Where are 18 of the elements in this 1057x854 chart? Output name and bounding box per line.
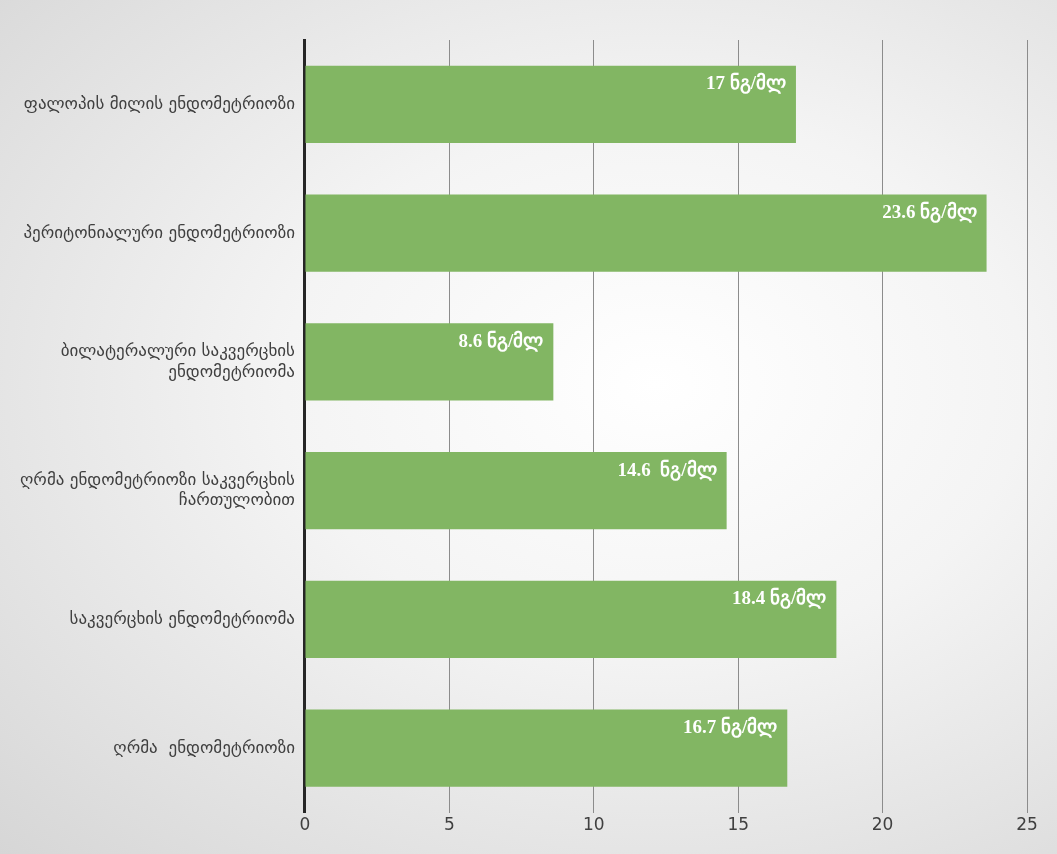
data-label: 18.4 ნგ/მლ [732, 587, 827, 610]
x-tick-label: 15 [727, 814, 750, 835]
y-tick-label: საკვერცხის ენდომეტრიომა [69, 607, 295, 628]
data-label: 23.6 ნგ/მლ [882, 201, 977, 224]
data-label: 14.6 ნგ/მლ [617, 458, 717, 481]
x-tick-label: 10 [582, 814, 605, 835]
x-tick-label: 5 [443, 814, 455, 835]
y-tick-label: ღრმა ენდომეტრიოზი [113, 736, 295, 757]
data-label: 8.6 ნგ/მლ [458, 329, 544, 352]
x-tick-label: 25 [1016, 814, 1038, 835]
y-tick-label: ფალოპის მილის ენდომეტრიოზი [23, 92, 295, 113]
y-tick-label: პერიტონიალური ენდომეტრიოზი [23, 221, 295, 242]
y-tick-label: ბილატერალური საკვერცხის ენდომეტრიომა [60, 340, 296, 381]
x-tick-label: 0 [299, 814, 311, 835]
x-tick-label: 20 [871, 814, 894, 835]
y-tick-label: ღრმა ენდომეტრიოზი საკვერცხის ჩართულობით [20, 468, 296, 510]
data-label: 17 ნგ/მლ [705, 72, 786, 95]
data-label: 16.7 ნგ/მლ [683, 716, 778, 739]
